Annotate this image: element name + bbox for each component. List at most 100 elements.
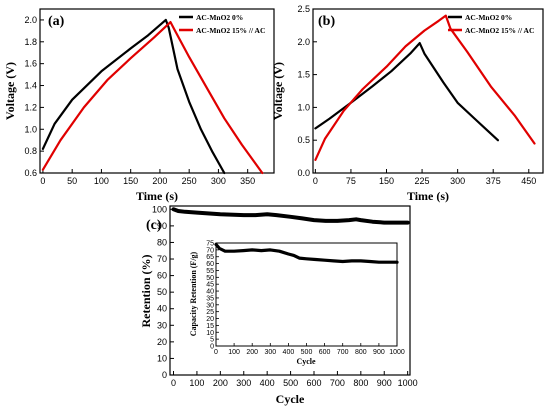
inset-xtick-label-7: 700 — [337, 349, 349, 356]
a-xtick-label-7: 350 — [240, 176, 255, 186]
c-xtick-label-6: 600 — [306, 378, 321, 388]
inset-ytick-label-14: 70 — [206, 247, 214, 254]
b-legend-label-1: AC-MnO2 15% // AC — [465, 26, 534, 35]
inset-xtick-label-1: 100 — [228, 349, 240, 356]
panel-b-ylabel: Voltage (V) — [271, 62, 285, 120]
inset-series-line — [214, 242, 399, 264]
inset-xtick-label-2: 200 — [246, 349, 258, 356]
c-xtick-label-10: 1000 — [398, 378, 418, 388]
a-xtick-label-0: 0 — [40, 176, 45, 186]
b-xtick-label-1: 75 — [346, 176, 356, 186]
inset-ytick-label-11: 55 — [206, 268, 214, 275]
b-legend-label-0: AC-MnO2 0% — [465, 13, 512, 22]
panel-c-ticks: 0 100 200 300 400 500 600 700 800 900 100001020304… — [152, 204, 418, 388]
panel-c-frame — [169, 205, 411, 376]
inset-ytick-label-0: 0 — [210, 344, 214, 351]
a-xtick-label-6: 300 — [211, 176, 226, 186]
c-ytick-label-2: 20 — [157, 337, 167, 347]
panel-a-frame — [39, 8, 275, 174]
panel-a-ylabel: Voltage (V) — [3, 62, 17, 120]
c-ytick-label-8: 80 — [157, 237, 167, 247]
c-xtick-label-7: 700 — [330, 378, 345, 388]
c-ytick-label-9: 90 — [157, 221, 167, 231]
inset-ytick-label-3: 15 — [206, 323, 214, 330]
panel-c-series — [171, 207, 410, 225]
inset-xtick-label-10: 1000 — [389, 349, 405, 356]
panel-a-legend: AC-MnO2 0% AC-MnO2 15% // AC — [179, 13, 265, 35]
panel-b-legend: AC-MnO2 0% AC-MnO2 15% // AC — [448, 13, 534, 35]
inset-ytick-label-10: 50 — [206, 275, 214, 282]
b-ytick-label-5: 2.5 — [297, 4, 310, 14]
inset-xtick-label-9: 900 — [373, 349, 385, 356]
b-ytick-label-0: 0.0 — [297, 168, 310, 178]
inset-ylabel: Capacity Retention (F/g) — [189, 251, 198, 336]
panel-b-frame — [312, 8, 544, 174]
inset-ytick-label-15: 75 — [206, 241, 214, 248]
panel-a-chart: (a) Time (s) Voltage (V) 0 50 100 150 200 250… — [3, 8, 275, 203]
inset-xtick-label-4: 400 — [283, 349, 295, 356]
b-ytick-label-4: 2.0 — [297, 37, 310, 47]
c-xtick-label-3: 300 — [236, 378, 251, 388]
panel-a-series — [41, 18, 264, 175]
b-xtick-label-6: 450 — [521, 176, 536, 186]
a-series-line-0 — [41, 18, 226, 175]
c-xtick-label-0: 0 — [171, 378, 176, 388]
b-ytick-label-1: 0.5 — [297, 135, 310, 145]
c-ytick-label-1: 10 — [157, 353, 167, 363]
panel-c-xlabel: Cycle — [276, 392, 305, 406]
panel-b-ticks: 0 75 150 225 300 375 450 0.0 0.5 1.0 1.5 2.0 2.5 — [297, 4, 536, 186]
inset-xtick-label-0: 0 — [214, 349, 218, 356]
a-xtick-label-4: 200 — [152, 176, 167, 186]
a-legend-label-1: AC-MnO2 15% // AC — [196, 26, 265, 35]
panel-b-xlabel: Time (s) — [407, 189, 449, 203]
panel-b-chart: (b) Time (s) Voltage (V) 0 75 150 225 300 375… — [271, 4, 544, 203]
a-xtick-label-2: 100 — [94, 176, 109, 186]
a-xtick-label-1: 50 — [67, 176, 77, 186]
a-ytick-label-0: 0.6 — [24, 168, 37, 178]
a-ytick-label-7: 2.0 — [24, 15, 37, 25]
inset-ytick-label-9: 45 — [206, 282, 214, 289]
c-xtick-label-9: 900 — [377, 378, 392, 388]
c-xtick-label-8: 800 — [353, 378, 368, 388]
inset-ytick-label-7: 35 — [206, 295, 214, 302]
c-ytick-label-5: 50 — [157, 287, 167, 297]
a-ytick-label-2: 1.0 — [24, 124, 37, 134]
inset-xtick-label-6: 600 — [319, 349, 331, 356]
b-ytick-label-2: 1.0 — [297, 102, 310, 112]
inset-xtick-label-5: 500 — [301, 349, 313, 356]
b-ytick-label-3: 1.5 — [297, 70, 310, 80]
c-ytick-label-0: 0 — [162, 370, 167, 380]
c-xtick-label-2: 200 — [213, 378, 228, 388]
panel-a-label: (a) — [48, 14, 65, 29]
a-legend-label-0: AC-MnO2 0% — [196, 13, 243, 22]
panel-c-ylabel: Retention (%) — [139, 255, 153, 328]
inset-ytick-label-1: 5 — [210, 337, 214, 344]
panel-c-chart: (c) Cycle Retention (%) 0 100 200 300 400 500… — [139, 204, 418, 406]
inset-xtick-label-8: 800 — [355, 349, 367, 356]
panel-a-ticks: 0 50 100 150 200 250 300 350 0.6 0.8 1.0 1.2 1.4 1.6 1… — [24, 15, 255, 186]
inset-ytick-label-6: 30 — [206, 302, 214, 309]
c-ytick-label-10: 100 — [152, 204, 167, 214]
a-ytick-label-5: 1.6 — [24, 59, 37, 69]
inset-ytick-label-8: 40 — [206, 289, 214, 296]
a-xtick-label-3: 150 — [123, 176, 138, 186]
c-xtick-label-5: 500 — [283, 378, 298, 388]
inset-ticks: 0 100 200 300 400 500 600 700 800 900 1000 05101520… — [206, 241, 405, 357]
inset-xtick-label-3: 300 — [264, 349, 276, 356]
panel-b-series — [314, 14, 536, 161]
panel-a-xlabel: Time (s) — [136, 189, 178, 203]
b-xtick-label-0: 0 — [313, 176, 318, 186]
a-ytick-label-6: 1.8 — [24, 37, 37, 47]
c-ytick-label-6: 60 — [157, 271, 167, 281]
inset-ytick-label-4: 20 — [206, 316, 214, 323]
b-series-line-1 — [314, 14, 536, 161]
c-ytick-label-4: 40 — [157, 304, 167, 314]
inset-ytick-label-5: 25 — [206, 309, 214, 316]
inset-ytick-label-12: 60 — [206, 261, 214, 268]
panel-c-label: (c) — [146, 218, 162, 233]
c-xtick-label-4: 400 — [260, 378, 275, 388]
a-ytick-label-1: 0.8 — [24, 146, 37, 156]
b-xtick-label-3: 225 — [415, 176, 430, 186]
c-series-line-0 — [171, 207, 410, 225]
c-ytick-label-3: 30 — [157, 320, 167, 330]
